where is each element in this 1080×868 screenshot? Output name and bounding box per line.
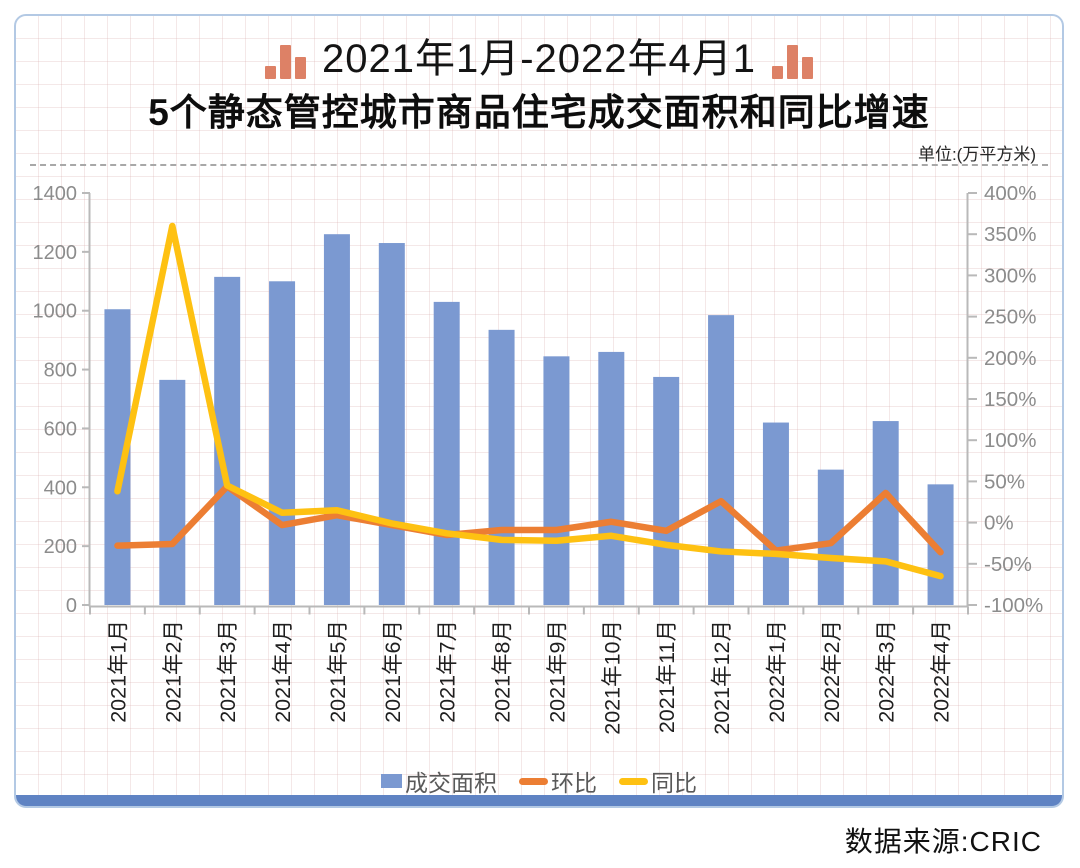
legend-label-yoy: 同比 <box>651 770 697 796</box>
card-footer-bar <box>16 795 1062 806</box>
page-title-period: 2021年1月-2022年4月1 <box>321 37 757 81</box>
legend-label-area: 成交面积 <box>405 770 497 796</box>
legend-item-area: 成交面积 <box>381 764 497 798</box>
legend-label-mom: 环比 <box>551 770 597 796</box>
data-source-label: 数据来源:CRIC <box>844 826 1042 857</box>
unit-label: 单位:(万平方米) <box>917 145 1036 164</box>
bar-chart-icon-right <box>772 39 814 79</box>
chart-card: 2021年1月-2022年4月1 5个静态管控城市商品住宅成交面积和同比增速 单… <box>14 14 1064 808</box>
legend-mom-line-swatch <box>519 777 548 785</box>
legend-bar-swatch <box>381 774 402 788</box>
legend-item-yoy: 同比 <box>619 764 697 798</box>
bar-chart-icon-left <box>264 39 306 79</box>
title-row: 2021年1月-2022年4月1 <box>16 36 1062 82</box>
legend-yoy-line-swatch <box>619 777 648 785</box>
dashed-separator <box>30 164 1048 166</box>
legend-item-mom: 环比 <box>519 764 597 798</box>
page-title-main: 5个静态管控城市商品住宅成交面积和同比增速 <box>148 92 930 133</box>
chart-legend: 成交面积 环比 同比 <box>16 764 1062 798</box>
